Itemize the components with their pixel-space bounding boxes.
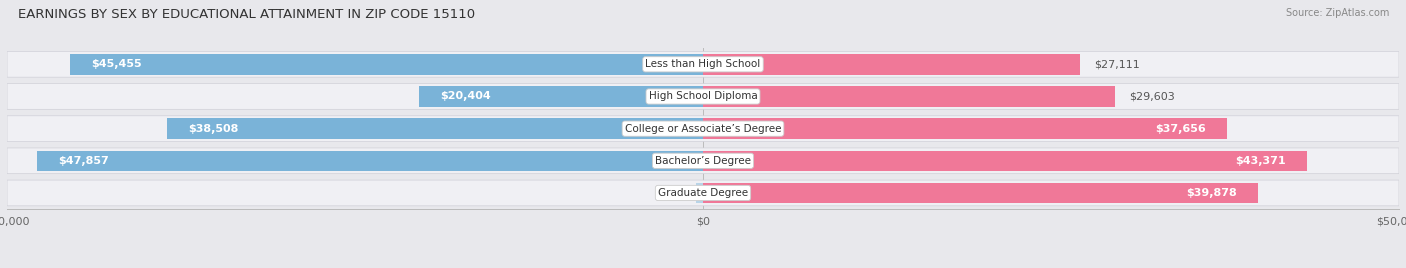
Text: $0: $0 — [724, 188, 738, 198]
Text: $38,508: $38,508 — [188, 124, 238, 134]
Text: $20,404: $20,404 — [440, 91, 491, 102]
FancyBboxPatch shape — [7, 148, 1399, 174]
Text: High School Diploma: High School Diploma — [648, 91, 758, 102]
FancyBboxPatch shape — [7, 116, 1399, 142]
Bar — [167, 118, 703, 139]
Text: $47,857: $47,857 — [58, 156, 108, 166]
Bar — [703, 86, 1115, 107]
Bar — [703, 118, 1227, 139]
FancyBboxPatch shape — [7, 180, 1399, 206]
Text: Graduate Degree: Graduate Degree — [658, 188, 748, 198]
Text: EARNINGS BY SEX BY EDUCATIONAL ATTAINMENT IN ZIP CODE 15110: EARNINGS BY SEX BY EDUCATIONAL ATTAINMEN… — [18, 8, 475, 21]
FancyBboxPatch shape — [7, 84, 1399, 109]
Text: $45,455: $45,455 — [91, 59, 142, 69]
Bar — [703, 151, 1306, 171]
Text: $39,878: $39,878 — [1187, 188, 1237, 198]
Text: $27,111: $27,111 — [1094, 59, 1140, 69]
Text: Source: ZipAtlas.com: Source: ZipAtlas.com — [1285, 8, 1389, 18]
Text: College or Associate’s Degree: College or Associate’s Degree — [624, 124, 782, 134]
Text: $43,371: $43,371 — [1236, 156, 1286, 166]
Bar — [696, 183, 703, 203]
Text: Bachelor’s Degree: Bachelor’s Degree — [655, 156, 751, 166]
Bar — [703, 54, 1080, 75]
Text: $29,603: $29,603 — [1129, 91, 1175, 102]
Bar — [37, 151, 703, 171]
Text: Less than High School: Less than High School — [645, 59, 761, 69]
Text: $37,656: $37,656 — [1156, 124, 1206, 134]
Bar — [419, 86, 703, 107]
Bar — [70, 54, 703, 75]
FancyBboxPatch shape — [7, 51, 1399, 77]
Bar — [703, 183, 1258, 203]
